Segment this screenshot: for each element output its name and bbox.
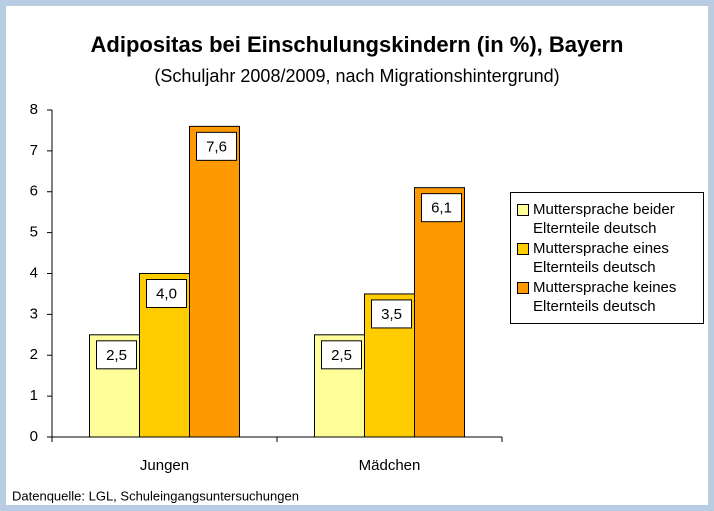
y-tick-label: 8 [30, 101, 38, 118]
legend-label: Muttersprache beider Elternteile deutsch [533, 201, 675, 237]
y-tick-label: 1 [30, 387, 38, 404]
y-tick-label: 6 [30, 183, 38, 200]
y-tick-label: 7 [30, 142, 38, 159]
bar [414, 187, 465, 438]
source: Datenquelle: LGL, Schuleingangsuntersuch… [12, 488, 299, 503]
y-tick-label: 2 [30, 346, 38, 363]
value-label-box [371, 299, 412, 329]
value-label: 3,5 [381, 306, 402, 323]
value-label-box [196, 131, 237, 161]
legend-item: Muttersprache eines Elternteils deutsch [517, 239, 703, 277]
legend-item: Muttersprache keines Elternteils deutsch [517, 278, 703, 316]
value-label-box [146, 279, 187, 308]
y-tick-label: 4 [30, 264, 38, 281]
x-tick-label: Jungen [140, 457, 189, 474]
legend-label: Muttersprache eines Elternteils deutsch [533, 240, 669, 276]
y-tick-label: 3 [30, 305, 38, 322]
value-label: 2,5 [106, 347, 127, 364]
value-label: 6,1 [431, 200, 452, 217]
y-tick-label: 5 [30, 224, 38, 241]
legend-swatch [517, 243, 529, 255]
value-label: 4,0 [156, 285, 177, 302]
chart-title: Adipositas bei Einschulungskindern (in %… [91, 32, 624, 57]
value-label-box [321, 340, 362, 370]
value-label: 2,5 [331, 347, 352, 364]
legend-swatch [517, 204, 529, 216]
bar [189, 125, 240, 438]
legend-item: Muttersprache beider Elternteile deutsch [517, 200, 703, 238]
value-label-box [96, 340, 137, 370]
value-label: 7,6 [206, 138, 227, 155]
value-label-box [421, 193, 462, 223]
x-tick-label: Mädchen [359, 457, 421, 474]
y-tick-label: 0 [30, 428, 38, 445]
legend-swatch [517, 282, 529, 294]
legend-label: Muttersprache keines Elternteils deutsch [533, 279, 677, 315]
chart-subtitle: (Schuljahr 2008/2009, nach Migrationshin… [154, 66, 559, 86]
legend: Muttersprache beider Elternteile deutsch… [510, 192, 704, 324]
